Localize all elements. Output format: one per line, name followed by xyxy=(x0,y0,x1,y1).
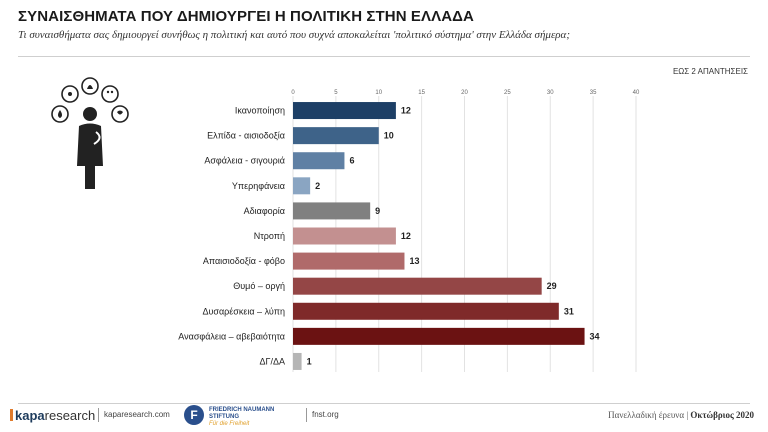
bar xyxy=(293,102,396,120)
page-title: ΣΥΝΑΙΣΘΗΜΑΤΑ ΠΟΥ ΔΗΜΙΟΥΡΓΕΙ Η ΠΟΛΙΤΙΚΗ Σ… xyxy=(18,8,474,25)
value-label: 12 xyxy=(401,231,411,241)
footer-separator xyxy=(306,408,307,422)
kapa-research-logo: kaparesearch xyxy=(10,408,95,423)
answers-note: ΕΩΣ 2 ΑΠΑΝΤΗΣΕΙΣ xyxy=(672,67,748,76)
survey-info: Πανελλαδική έρευνα | Οκτώβριος 2020 xyxy=(608,410,754,420)
x-tick-label: 0 xyxy=(291,90,295,96)
fnst-site[interactable]: fnst.org xyxy=(312,410,339,419)
fnf-logo-icon: F xyxy=(184,405,204,425)
x-tick-label: 10 xyxy=(375,90,382,96)
bar xyxy=(293,227,396,245)
category-label: Ασφάλεια - σιγουριά xyxy=(204,156,285,166)
category-label: Θυμό – οργή xyxy=(233,281,285,291)
x-tick-labels: 0 5 10 15 20 25 30 35 40 xyxy=(291,90,640,96)
category-label: Απαισιοδοξία - φόβο xyxy=(203,256,285,266)
footer-divider xyxy=(18,403,750,404)
x-tick-label: 30 xyxy=(547,90,554,96)
logo-mark-icon xyxy=(10,409,13,421)
footer-separator xyxy=(98,408,99,422)
x-tick-label: 35 xyxy=(590,90,597,96)
bars xyxy=(293,102,585,370)
bar xyxy=(293,177,311,195)
person-thinking-emotions-icon xyxy=(48,76,134,194)
bar xyxy=(293,127,379,145)
x-tick-label: 5 xyxy=(334,90,338,96)
bar xyxy=(293,277,542,295)
bar xyxy=(293,302,559,320)
bar-chart: 0 5 10 15 20 25 30 35 40 Ικανοποίηση Ελπίδα - αισ… xyxy=(178,90,640,372)
kapa-research-site[interactable]: kaparesearch.com xyxy=(104,410,170,419)
value-label: 29 xyxy=(547,281,557,291)
value-label: 2 xyxy=(315,181,320,191)
category-labels: Ικανοποίηση Ελπίδα - αισιοδοξία Ασφάλεια -… xyxy=(178,106,285,367)
value-label: 34 xyxy=(590,331,600,341)
category-label: Υπερηφάνεια xyxy=(232,181,285,191)
fnf-logo-text: FRIEDRICH NAUMANN STIFTUNG Für die Freih… xyxy=(209,407,275,427)
category-label: Ικανοποίηση xyxy=(235,106,285,116)
value-label: 1 xyxy=(307,356,312,366)
category-label: Αδιαφορία xyxy=(244,206,285,216)
x-tick-label: 20 xyxy=(461,90,468,96)
value-label: 6 xyxy=(349,156,354,166)
x-tick-label: 40 xyxy=(633,90,640,96)
category-label: Ελπίδα - αισιοδοξία xyxy=(207,131,285,141)
bar xyxy=(293,202,371,220)
x-tick-label: 15 xyxy=(418,90,425,96)
page-subtitle: Τι συναισθήματα σας δημιουργεί συνήθως η… xyxy=(18,29,570,41)
value-label: 31 xyxy=(564,306,574,316)
x-tick-label: 25 xyxy=(504,90,511,96)
bar xyxy=(293,252,405,270)
footer: kaparesearch kaparesearch.com F FRIEDRIC… xyxy=(0,400,768,432)
value-label: 10 xyxy=(384,131,394,141)
category-label: Ανασφάλεια – αβεβαιότητα xyxy=(178,331,285,341)
bar xyxy=(293,327,585,345)
value-label: 12 xyxy=(401,106,411,116)
value-label: 13 xyxy=(409,256,419,266)
bar xyxy=(293,152,345,170)
category-label: Δυσαρέσκεια – λύπη xyxy=(202,306,285,316)
value-label: 9 xyxy=(375,206,380,216)
header-divider xyxy=(18,56,750,57)
bar xyxy=(293,352,302,370)
category-label: ΔΓ/ΔΑ xyxy=(260,356,285,366)
category-label: Ντροπή xyxy=(254,231,285,241)
